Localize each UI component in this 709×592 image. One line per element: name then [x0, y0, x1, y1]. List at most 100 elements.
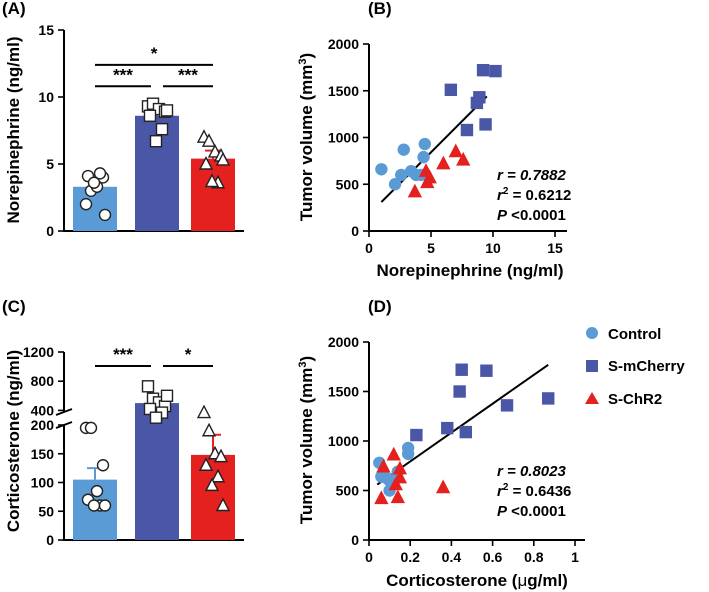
data-point-chr2 [215, 497, 231, 512]
data-point-control [79, 197, 93, 211]
data-point-chr2 [210, 468, 226, 483]
panel-c: (C) Corticosterone (ng/ml) 0 50 100 150 2004… [2, 297, 244, 548]
data-point-mcherry [455, 363, 468, 376]
data-point-mcherry [143, 109, 157, 122]
data-point-control [417, 150, 430, 164]
panel-c-label: (C) [2, 297, 26, 316]
data-point-mcherry [444, 83, 458, 97]
data-point-chr2 [215, 151, 231, 166]
panel-d-ylabel: Tumor volume (mm3) [297, 356, 316, 524]
y-tick-label: 0 [351, 532, 359, 548]
significance-label: * [151, 44, 158, 63]
panel-d-r: r = 0.8023 [497, 463, 566, 480]
data-point-mcherry [480, 364, 493, 377]
x-tick-label: 0 [365, 240, 373, 256]
data-point-mcherry [160, 389, 174, 402]
y-tick-label: 400 [31, 402, 55, 418]
legend-chr2-label: S-ChR2 [608, 391, 662, 408]
data-point-control [98, 499, 112, 512]
y-tick-label: 800 [31, 373, 55, 389]
panel-b-p-value: <0.0001 [507, 207, 566, 224]
data-point-control [418, 137, 431, 151]
data-point-chr2 [198, 457, 214, 471]
data-point-mcherry [500, 399, 514, 412]
x-tick-label: 1 [571, 549, 579, 565]
data-point-chr2 [392, 469, 408, 484]
data-point-mcherry [476, 63, 490, 77]
x-tick-label: 0.6 [483, 549, 503, 565]
data-point-control [93, 167, 107, 180]
y-tick-label: 150 [31, 446, 55, 462]
legend-control-label: Control [608, 326, 661, 343]
significance-label: *** [113, 345, 133, 364]
panel-a-ylabel: Norepinephrine (ng/ml) [4, 37, 23, 224]
y-tick-label: 100 [31, 475, 55, 491]
panel-d-ticks: 0 500 1000 1500 2000 0 0.2 0.4 0.6 0.8 1 [328, 334, 579, 565]
data-point-chr2 [376, 458, 391, 473]
significance-label: *** [178, 65, 198, 84]
panel-b-label: (B) [368, 0, 392, 18]
data-point-mcherry [410, 428, 423, 442]
panel-b-ylabel-main: Tumor volume (mm [297, 65, 316, 221]
panel-d-xlabel-mu: μ [517, 571, 527, 590]
panel-b-ylabel: Tumor volume (mm3) [297, 53, 316, 221]
panel-a-bars [73, 108, 235, 231]
y-tick-label: 15 [38, 22, 54, 38]
data-point-chr2 [436, 479, 451, 494]
panel-d-xlabel: Corticosterone (μg/ml) [386, 571, 568, 590]
x-tick-label: 15 [547, 240, 563, 256]
bar-chr2 [191, 158, 235, 231]
x-tick-label: 0.8 [524, 549, 544, 565]
data-point-chr2 [196, 404, 212, 419]
data-point-chr2 [388, 476, 403, 491]
data-point-control [96, 459, 110, 472]
panel-a-points [79, 97, 231, 222]
panel-d-r2-label: r [497, 483, 504, 500]
x-tick-label: 0 [365, 549, 373, 565]
panel-b-p: P <0.0001 [497, 207, 566, 224]
panel-d-ylabel-main: Tumor volume (mm [297, 368, 316, 524]
x-tick-label: 5 [427, 240, 435, 256]
y-tick-label: 500 [336, 483, 360, 499]
panel-a-ticks: 0 5 10 15 [38, 22, 64, 239]
y-tick-label: 500 [336, 176, 360, 192]
legend: Control S-mCherry S-ChR2 [585, 326, 685, 408]
data-point-control [84, 421, 98, 435]
panel-b-points [375, 63, 502, 198]
y-tick-label: 1500 [328, 83, 359, 99]
data-point-mcherry [460, 123, 474, 137]
data-point-mcherry [149, 411, 163, 424]
panel-d-r-value: = 0.8023 [503, 463, 567, 480]
panel-d-label: (D) [368, 297, 392, 316]
panel-b-r2-label: r [497, 187, 504, 204]
data-point-mcherry [453, 385, 466, 398]
data-point-chr2 [448, 143, 463, 158]
panel-b-ticks: 0 500 1000 1500 2000 0 5 10 15 [328, 36, 563, 256]
panel-a-label: (A) [2, 0, 26, 18]
data-point-control [98, 208, 112, 222]
regression-line [376, 363, 549, 486]
significance-label: * [185, 345, 192, 364]
data-point-chr2 [204, 477, 220, 492]
panel-c-ylabel: Corticosterone (ng/ml) [4, 350, 23, 532]
data-point-mcherry [473, 91, 486, 104]
legend-control-marker [586, 327, 598, 339]
x-tick-label: 0.2 [400, 549, 420, 565]
y-tick-label: 10 [38, 89, 54, 105]
panel-b-p-label: P [497, 207, 508, 224]
data-point-chr2 [198, 155, 214, 170]
data-point-chr2 [456, 151, 471, 166]
y-tick-label: 5 [46, 156, 54, 172]
panel-d-p-value: <0.0001 [507, 503, 566, 520]
panel-d-p-label: P [497, 503, 508, 520]
panel-d-points [373, 363, 555, 505]
data-point-chr2 [436, 155, 451, 170]
data-point-control [397, 143, 410, 156]
data-point-mcherry [160, 104, 174, 117]
panel-d-r-label: r [497, 463, 504, 480]
data-point-chr2 [422, 169, 437, 184]
bar-chr2 [191, 454, 235, 540]
panel-b-ylabel-end: ) [297, 53, 316, 59]
y-tick-label: 2000 [328, 334, 359, 350]
